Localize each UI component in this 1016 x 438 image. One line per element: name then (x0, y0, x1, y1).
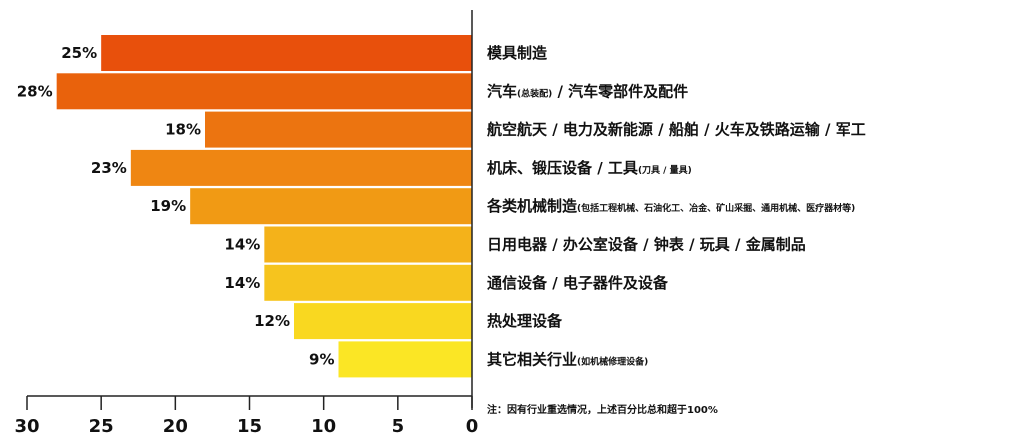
x-tick-label: 0 (466, 416, 479, 437)
bar-value-label: 23% (91, 159, 127, 177)
bar (264, 226, 472, 263)
bar (264, 264, 472, 301)
bar-value-label: 18% (165, 121, 201, 139)
category-label: 模具制造 (487, 44, 547, 62)
value-labels-group: 25% 28% 18% 23% 19% 14% 14% 12% 9% (17, 44, 335, 368)
bar-value-label: 19% (150, 197, 186, 215)
category-label: 日用电器 / 办公室设备 / 钟表 / 玩具 / 金属制品 (487, 236, 806, 254)
x-axis: 30 25 20 15 10 5 0 (14, 395, 479, 437)
bar (190, 188, 472, 225)
x-tick-label: 10 (311, 416, 336, 437)
bar (56, 73, 473, 110)
bar (294, 303, 472, 340)
bars-group (56, 35, 473, 378)
category-label: 汽车(总装配) / 汽车零部件及配件 (487, 82, 688, 100)
x-tick-label: 5 (392, 416, 405, 437)
bar (130, 149, 473, 186)
x-tick-label: 15 (237, 416, 262, 437)
bar-value-label: 9% (309, 350, 334, 368)
bar-value-label: 14% (224, 236, 260, 254)
category-label: 热处理设备 (487, 312, 563, 330)
category-label: 航空航天 / 电力及新能源 / 船舶 / 火车及铁路运输 / 军工 (487, 121, 866, 139)
category-label: 通信设备 / 电子器件及设备 (487, 274, 669, 292)
footnote: 注：因有行业重选情况，上述百分比总和超于100% (487, 403, 718, 416)
bar-value-label: 28% (17, 82, 53, 100)
x-tick-label: 25 (89, 416, 114, 437)
bar-value-label: 25% (61, 44, 97, 62)
bar (338, 341, 472, 378)
x-tick-label: 30 (14, 416, 39, 437)
x-tick-label: 20 (163, 416, 188, 437)
bar (205, 111, 472, 148)
category-label: 机床、锻压设备 / 工具(刀具 / 量具) (487, 159, 692, 177)
category-label: 各类机械制造(包括工程机械、石油化工、冶金、矿山采掘、通用机械、医疗器材等) (486, 197, 855, 215)
bar-value-label: 14% (224, 274, 260, 292)
bar-value-label: 12% (254, 312, 290, 330)
bar (101, 35, 473, 71)
category-label: 其它相关行业(如机械修理设备) (487, 350, 648, 368)
